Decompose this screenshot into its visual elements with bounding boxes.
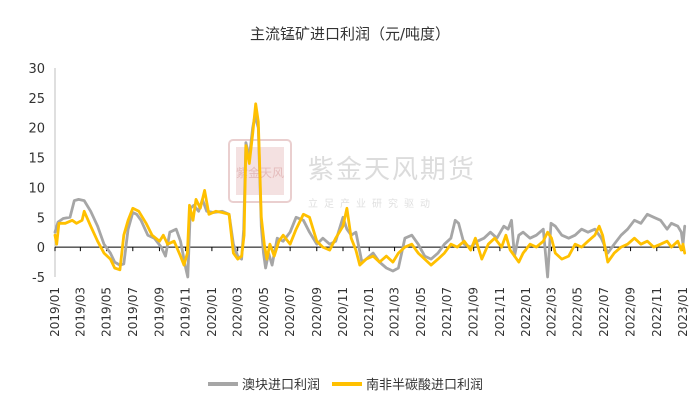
y-tick-label: 30 <box>28 62 45 77</box>
y-tick-label: -5 <box>32 271 45 286</box>
x-tick-label: 2021/05 <box>414 287 428 337</box>
x-tick-label: 2023/01 <box>676 287 690 337</box>
legend-label-2: 南非半碳酸进口利润 <box>366 377 483 393</box>
x-tick-label: 2019/05 <box>100 287 114 337</box>
x-tick-label: 2020/03 <box>231 287 245 337</box>
x-tick-label: 2020/07 <box>283 287 297 337</box>
x-tick-label: 2019/07 <box>126 287 140 337</box>
series-line-2 <box>53 102 687 272</box>
series-line-1 <box>53 114 687 279</box>
legend-label-1: 澳块进口利润 <box>242 377 320 393</box>
y-tick-label: 10 <box>28 181 45 196</box>
x-tick-label: 2022/05 <box>571 287 585 337</box>
x-tick-label: 2021/11 <box>493 287 507 337</box>
watermark-slogan: 立足产业研究驱动 <box>308 197 436 210</box>
x-tick-label: 2021/07 <box>440 287 454 337</box>
y-tick-label: 0 <box>37 241 45 256</box>
y-tick-label: 20 <box>28 122 45 137</box>
x-tick-label: 2022/07 <box>597 287 611 337</box>
x-tick-label: 2020/01 <box>205 287 219 337</box>
x-tick-label: 2022/11 <box>650 287 664 337</box>
x-tick-label: 2019/09 <box>152 287 166 337</box>
y-tick-label: 15 <box>28 152 45 167</box>
axis-layer: -5 0 5 10 15 20 25 30 2019/01 2019/03 2019/05 2019/… <box>28 62 690 337</box>
x-tick-label: 2022/01 <box>519 287 533 337</box>
x-tick-label: 2021/09 <box>467 287 481 337</box>
x-tick-label: 2022/03 <box>544 287 558 337</box>
x-tick-label: 2020/11 <box>336 287 350 337</box>
x-tick-label: 2019/01 <box>48 287 62 337</box>
chart-title: 主流锰矿进口利润（元/吨度） <box>250 25 450 43</box>
x-tick-label: 2019/11 <box>179 287 193 337</box>
x-tick-label: 2019/03 <box>73 287 87 337</box>
watermark-brand: 紫金天风期货 <box>308 155 476 185</box>
x-tick-label: 2021/03 <box>388 287 402 337</box>
watermark: 紫金天风 紫金天风期货 立足产业研究驱动 <box>228 139 476 210</box>
legend: 澳块进口利润 南非半碳酸进口利润 <box>208 377 483 393</box>
x-tick-label: 2021/01 <box>362 287 376 337</box>
y-tick-label: 25 <box>28 92 45 107</box>
y-tick-label: 5 <box>37 211 45 226</box>
x-tick-label: 2022/09 <box>624 287 638 337</box>
series-layer <box>53 102 687 279</box>
x-tick-label: 2020/05 <box>257 287 271 337</box>
x-tick-label: 2020/09 <box>310 287 324 337</box>
